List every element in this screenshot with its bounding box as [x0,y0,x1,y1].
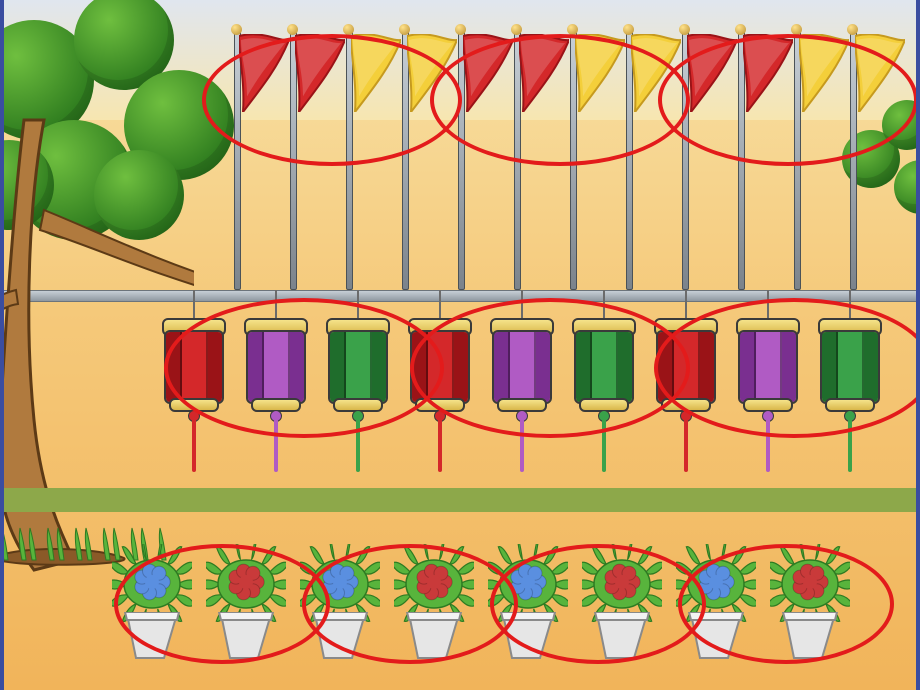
group-oval-flags [202,34,462,166]
group-oval-pots [490,544,706,664]
group-oval-flags [658,34,918,166]
group-oval-flags [430,34,690,166]
grass-band [4,488,916,512]
group-oval-lanterns [164,298,444,438]
group-oval-lanterns [654,298,920,438]
group-oval-lanterns [410,298,690,438]
group-oval-pots [114,544,330,664]
group-oval-pots [678,544,894,664]
scene-root [0,0,920,690]
lantern-tassel [438,418,442,472]
group-oval-pots [302,544,518,664]
lantern-tassel [684,418,688,472]
